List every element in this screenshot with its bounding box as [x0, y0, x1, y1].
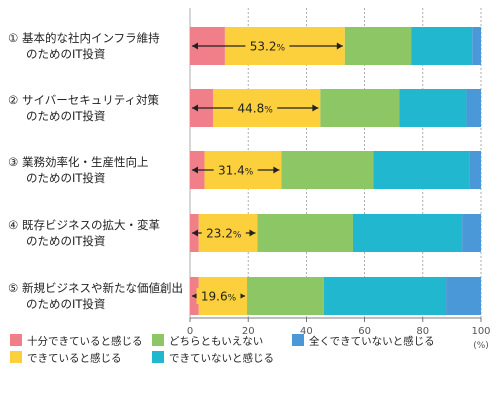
- bar-segment: [411, 27, 473, 65]
- annotation-label: 44.8%: [238, 102, 274, 116]
- annotation-label: 19.6%: [201, 290, 237, 304]
- legend-label: どちらともいえない: [169, 336, 263, 348]
- legend-item: どちらともいえない: [152, 334, 263, 348]
- category-label: ⑤ 新規ビジネスや新たな価値創出のためのIT投資: [8, 281, 183, 311]
- annotation-label: 53.2%: [250, 40, 286, 54]
- legend-swatch: [292, 334, 304, 346]
- x-tick-label: 20: [242, 326, 255, 337]
- x-unit-label: (%): [473, 341, 489, 351]
- arrow-head-left: [192, 166, 198, 174]
- category-label: ① 基本的な社内インフラ維持のためのIT投資: [8, 31, 160, 61]
- arrow-head-right: [336, 42, 343, 50]
- legend-label: できていると感じる: [27, 352, 122, 365]
- arrow-head-left: [192, 292, 198, 300]
- annotation-label: 31.4%: [218, 164, 254, 178]
- category-label: ② サイバーセキュリティ対策のためのIT投資: [8, 93, 160, 123]
- annotation: 19.6%: [192, 288, 246, 304]
- category-labels: ① 基本的な社内インフラ維持のためのIT投資 ② サイバーセキュリティ対策のための…: [8, 31, 183, 311]
- legend-label: 十分できていると感じる: [27, 335, 143, 348]
- bar-segment: [344, 27, 412, 65]
- arrow-head-right: [312, 104, 319, 112]
- legend-item: できていないと感じる: [152, 351, 274, 365]
- legend-item: 全くできていないと感じる: [292, 334, 435, 348]
- annotation: 44.8%: [192, 100, 319, 116]
- annotation-bg: [245, 38, 290, 54]
- bar-segment: [323, 277, 447, 315]
- arrow-head-right: [273, 166, 280, 174]
- arrow-head-right: [239, 292, 246, 300]
- annotation-label: 23.2%: [206, 227, 242, 241]
- category-label: ④ 既存ビジネスの拡大・変革のためのIT投資: [8, 218, 160, 248]
- legend-swatch: [152, 351, 164, 363]
- bar-segment: [320, 89, 400, 127]
- annotation: 23.2%: [192, 225, 256, 241]
- bar-segment: [257, 214, 353, 252]
- arrow-head-left: [192, 229, 198, 237]
- annotation: 31.4%: [192, 162, 280, 178]
- x-tick-label: 60: [358, 326, 371, 337]
- annotation-bg: [201, 225, 246, 241]
- bar-segment: [446, 277, 481, 315]
- bar-segment: [281, 151, 374, 189]
- arrow-head-left: [192, 42, 198, 50]
- legend-label: できていないと感じる: [169, 352, 274, 365]
- legend-swatch: [10, 334, 22, 346]
- bar-segment: [466, 89, 481, 127]
- legend-item: 十分できていると感じる: [10, 334, 143, 348]
- annotation: 53.2%: [192, 38, 343, 54]
- arrow-head-right: [249, 229, 256, 237]
- annotation-bg: [213, 162, 258, 178]
- legend-swatch: [10, 351, 22, 363]
- bar-segment: [472, 27, 481, 65]
- legend-label: 全くできていないと感じる: [309, 335, 435, 348]
- legend-swatch: [152, 334, 164, 346]
- x-tick-label: 0: [187, 326, 193, 337]
- annotations: 53.2% 44.8% 31.4% 23.2% 19.6%: [192, 38, 343, 304]
- annotation-bg: [233, 100, 278, 116]
- x-axis: 0 20 40 60 80 100 (%): [187, 317, 491, 351]
- x-tick-label: 100: [471, 326, 490, 337]
- bar-segment: [462, 214, 481, 252]
- bar-segment: [469, 151, 481, 189]
- x-tick-label: 40: [300, 326, 313, 337]
- bar-segment: [399, 89, 467, 127]
- annotation-bg: [196, 288, 241, 304]
- legend-item: できていると感じる: [10, 351, 122, 365]
- category-label: ③ 業務効率化・生産性向上のためのIT投資: [8, 155, 148, 185]
- bar-segment: [373, 151, 470, 189]
- bar-segment: [352, 214, 463, 252]
- x-tick-label: 80: [416, 326, 429, 337]
- arrow-head-left: [192, 104, 198, 112]
- bar-segment: [247, 277, 324, 315]
